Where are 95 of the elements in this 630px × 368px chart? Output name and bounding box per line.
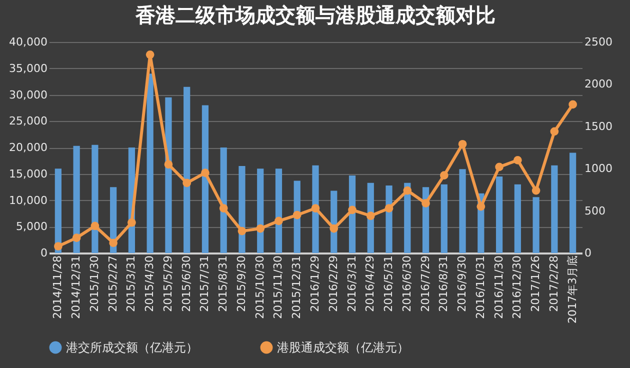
point xyxy=(568,100,577,109)
x-tick-label: 2016/5/31 xyxy=(382,256,396,312)
x-tick-label: 2016/7/29 xyxy=(418,256,432,312)
y2-tick-label: 500 xyxy=(584,204,606,218)
point xyxy=(348,206,356,214)
point xyxy=(440,171,448,180)
x-tick-label: 2016/10/31 xyxy=(474,256,487,319)
point xyxy=(311,204,320,212)
bar xyxy=(184,86,190,253)
y-tick-label: 20,000 xyxy=(9,141,48,154)
x-tick-label: 2014/11/28 xyxy=(51,256,64,319)
y-tick-label: 25,000 xyxy=(9,114,48,128)
bar xyxy=(146,74,154,253)
x-tick-label: 2015/5/29 xyxy=(161,256,174,312)
bar xyxy=(165,97,172,253)
x-tick-label: 2017年3月底 xyxy=(566,256,579,324)
point xyxy=(164,160,173,169)
bar xyxy=(312,165,319,253)
point xyxy=(182,178,192,188)
y2-tick-label: 2500 xyxy=(584,36,612,48)
bar xyxy=(238,166,246,253)
bar xyxy=(532,197,540,253)
point xyxy=(292,210,302,220)
point xyxy=(109,238,118,248)
point xyxy=(201,168,210,177)
bar xyxy=(514,184,521,253)
bar xyxy=(570,152,576,253)
y2-tick-label: 1500 xyxy=(584,120,612,133)
bar xyxy=(54,168,62,253)
point xyxy=(513,156,522,164)
x-tick-label: 2017/2/28 xyxy=(547,256,560,312)
y2-tick-label: 0 xyxy=(584,246,592,260)
y-tick-label: 5,000 xyxy=(16,220,48,234)
y-tick-label: 30,000 xyxy=(9,88,48,102)
x-tick-label: 2016/4/29 xyxy=(364,256,377,312)
x-tick-label: 2015/2/27 xyxy=(106,256,120,312)
bar xyxy=(275,168,282,253)
y-tick-label: 10,000 xyxy=(9,194,48,207)
x-tick-label: 2015/10/30 xyxy=(253,256,266,319)
x-tick-label: 2016/8/31 xyxy=(437,256,450,312)
bar xyxy=(73,146,80,253)
bar xyxy=(202,105,209,253)
bar xyxy=(496,176,503,253)
bar xyxy=(92,144,98,253)
y-tick-label: 0 xyxy=(40,246,48,260)
point xyxy=(330,224,338,233)
point xyxy=(384,204,394,212)
point xyxy=(146,50,154,59)
bar xyxy=(220,148,227,253)
point xyxy=(458,140,467,148)
point xyxy=(72,234,81,242)
point xyxy=(219,204,228,212)
x-tick-label: 2016/2/29 xyxy=(326,256,340,312)
x-tick-label: 2015/8/31 xyxy=(216,256,230,312)
point xyxy=(476,202,486,211)
x-tick-label: 2016/6/30 xyxy=(400,256,414,312)
x-tick-label: 2016/11/30 xyxy=(492,256,506,319)
bar xyxy=(440,184,448,253)
bar xyxy=(551,165,558,253)
bar xyxy=(459,169,466,253)
point xyxy=(90,222,100,230)
x-tick-label: 2015/11/30 xyxy=(272,256,285,319)
point xyxy=(238,226,246,236)
x-tick-label: 2017/1/26 xyxy=(529,256,542,312)
y2-tick-label: 1000 xyxy=(584,162,612,176)
x-tick-label: 2015/9/30 xyxy=(234,256,248,312)
x-tick-label: 2015/12/31 xyxy=(290,256,304,319)
y-tick-label: 40,000 xyxy=(9,36,48,48)
point xyxy=(256,224,265,233)
point xyxy=(54,242,62,250)
y-tick-label: 35,000 xyxy=(9,62,48,75)
point xyxy=(422,199,430,208)
point xyxy=(532,186,540,195)
x-tick-label: 2016/1/29 xyxy=(308,256,322,312)
point xyxy=(495,162,504,172)
point xyxy=(128,218,136,227)
bar xyxy=(257,168,264,253)
legend-label: 港股通成交额（亿港元） xyxy=(277,340,409,355)
x-tick-label: 2015/4/30 xyxy=(143,256,156,312)
point xyxy=(550,127,559,136)
legend-label: 港交所成交额（亿港元） xyxy=(66,340,198,355)
x-tick-label: 2015/1/30 xyxy=(88,256,101,312)
y-tick-label: 15,000 xyxy=(9,167,48,180)
x-tick-label: 2015/7/31 xyxy=(198,256,212,312)
x-tick-label: 2014/12/31 xyxy=(70,256,83,319)
x-tick-label: 2015/6/30 xyxy=(180,256,193,312)
x-tick-label: 2016/3/31 xyxy=(345,256,358,312)
x-tick-label: 2015/3/31 xyxy=(124,256,138,312)
x-tick-label: 2016/9/30 xyxy=(456,256,469,312)
y2-tick-label: 2000 xyxy=(584,78,612,91)
point xyxy=(403,186,412,195)
x-tick-label: 2016/12/30 xyxy=(510,256,524,319)
point xyxy=(366,212,375,220)
point xyxy=(274,216,283,226)
chart-title: 香港二级市场成交额与港股通成交额对比 xyxy=(134,3,496,27)
